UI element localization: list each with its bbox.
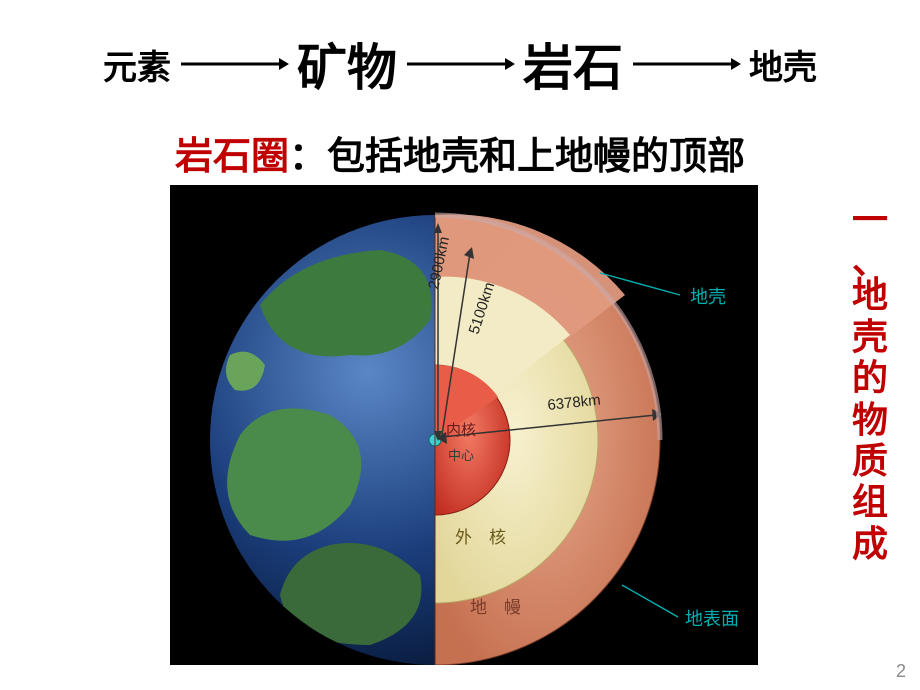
earth-svg: 2900km 5100km 6378km 内核 中心 外 核 地 幔 地壳 地表… xyxy=(170,185,758,665)
chain-word-3: 岩石 xyxy=(523,28,623,100)
chain-word-1: 元素 xyxy=(103,40,171,89)
subtitle-rest: ：包括地壳和上地幔的顶部 xyxy=(289,136,745,178)
side-title-char: 、 xyxy=(850,241,890,275)
side-title-char: 地 xyxy=(850,275,890,316)
side-title-char: 成 xyxy=(850,524,890,565)
earth-diagram: 2900km 5100km 6378km 内核 中心 外 核 地 幔 地壳 地表… xyxy=(170,185,758,665)
side-title-char: 组 xyxy=(850,482,890,523)
chain-word-4: 地壳 xyxy=(749,40,817,89)
side-title-char: 物 xyxy=(850,400,890,441)
chain-arrow-3 xyxy=(631,54,741,74)
side-title-char: 质 xyxy=(850,441,890,482)
page-number: 2 xyxy=(896,661,906,682)
label-inner-core: 内核 xyxy=(446,422,476,439)
label-outer-core: 外 核 xyxy=(455,528,506,547)
callout-crust: 地壳 xyxy=(690,287,726,307)
callout-surface: 地表面 xyxy=(685,609,739,629)
concept-chain: 元素 矿物 岩石 地壳 xyxy=(0,28,920,100)
subtitle-highlight: 岩石圈 xyxy=(175,136,289,178)
subtitle: 岩石圈：包括地壳和上地幔的顶部 xyxy=(0,125,920,180)
label-center: 中心 xyxy=(448,448,474,463)
chain-arrow-1 xyxy=(179,54,289,74)
side-title-char: 一 xyxy=(850,200,890,241)
side-title: 一、地壳的物质组成 xyxy=(850,200,890,565)
chain-arrow-2 xyxy=(405,54,515,74)
chain-word-2: 矿物 xyxy=(297,28,397,100)
label-mantle: 地 幔 xyxy=(470,598,521,617)
side-title-char: 壳 xyxy=(850,317,890,358)
side-title-char: 的 xyxy=(850,358,890,399)
